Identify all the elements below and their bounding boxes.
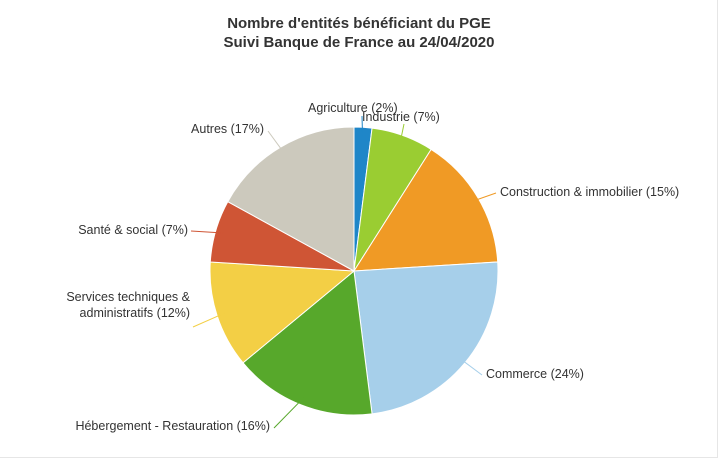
connector-line-sante-social: [190, 230, 224, 234]
connector-line-hebergement-restauration: [273, 397, 305, 429]
connector-line-commerce: [458, 357, 483, 376]
pie-slice-services-techniques-administratifs[interactable]: [209, 261, 356, 364]
chart-title: Nombre d'entités bénéficiant du PGE: [227, 15, 491, 32]
slice-label-autres: Autres (17%): [191, 122, 264, 136]
slice-label-services-techniques-administratifs: Services techniques & administratifs (12%…: [66, 290, 190, 320]
slice-label-hebergement-restauration: Hébergement - Restauration (16%): [75, 419, 270, 433]
connector-line-industrie: [399, 123, 405, 144]
pie-slice-hebergement-restauration[interactable]: [242, 270, 373, 416]
connector-line-agriculture: [361, 115, 364, 136]
connector-line-construction-immobilier: [470, 192, 497, 203]
slice-label-industrie: Industrie (7%): [362, 110, 440, 124]
connector-line-autres: [267, 130, 286, 155]
pie-slice-construction-immobilier[interactable]: [353, 148, 499, 272]
pie-slice-autres[interactable]: [227, 126, 355, 272]
connector-line-services-techniques-administratifs: [192, 312, 225, 328]
slice-label-sante-social: Santé & social (7%): [78, 223, 188, 237]
pie-slice-commerce[interactable]: [353, 261, 499, 415]
chart-title-block: Nombre d'entités bénéficiant du PGE Suiv…: [0, 14, 718, 52]
slice-label-commerce: Commerce (24%): [486, 367, 584, 381]
slice-label-agriculture: Agriculture (2%): [308, 101, 398, 115]
chart-subtitle: Suivi Banque de France au 24/04/2020: [223, 34, 495, 51]
slice-label-construction-immobilier: Construction & immobilier (15%): [500, 185, 679, 199]
